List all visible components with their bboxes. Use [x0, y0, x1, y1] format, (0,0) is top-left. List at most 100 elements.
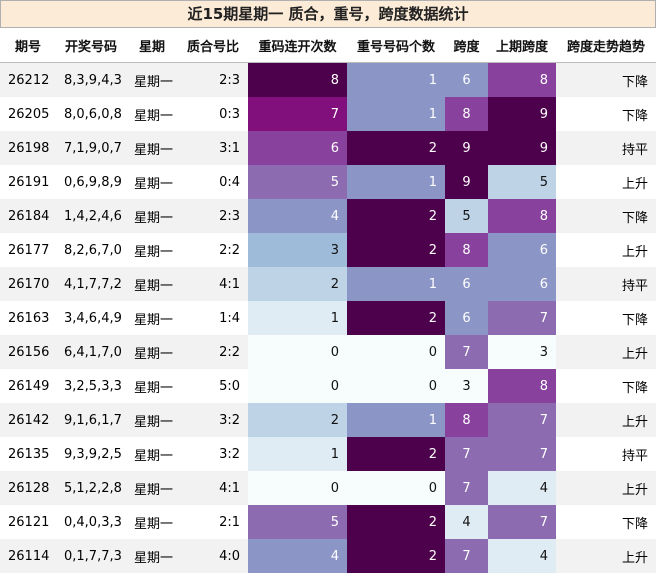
period-cell: 26114 — [0, 539, 56, 573]
trend-cell: 下降 — [556, 62, 656, 97]
table-row: 26184 1,4,2,4,6 星期一 2:3 4 2 5 8 下降 — [0, 199, 656, 233]
prev-span-cell: 5 — [488, 165, 556, 199]
prev-span-cell: 7 — [488, 437, 556, 471]
weekday-cell: 星期一 — [126, 335, 178, 369]
span-cell: 7 — [445, 471, 488, 505]
prev-span-cell: 4 — [488, 539, 556, 573]
ratio-cell: 2:1 — [178, 505, 248, 539]
table-row: 26156 6,4,1,7,0 星期一 2:2 0 0 7 3 上升 — [0, 335, 656, 369]
period-cell: 26205 — [0, 97, 56, 131]
weekday-cell: 星期一 — [126, 471, 178, 505]
period-cell: 26177 — [0, 233, 56, 267]
header-weekday: 星期 — [126, 28, 178, 63]
prev-span-cell: 7 — [488, 301, 556, 335]
period-cell: 26184 — [0, 199, 56, 233]
numbers-cell: 1,4,2,4,6 — [56, 199, 126, 233]
numbers-cell: 0,4,0,3,3 — [56, 505, 126, 539]
repeat-runs-cell: 1 — [248, 301, 347, 335]
ratio-cell: 0:4 — [178, 165, 248, 199]
weekday-cell: 星期一 — [126, 539, 178, 573]
table-row: 26163 3,4,6,4,9 星期一 1:4 1 2 6 7 下降 — [0, 301, 656, 335]
table-row: 26128 5,1,2,2,8 星期一 4:1 0 0 7 4 上升 — [0, 471, 656, 505]
weekday-cell: 星期一 — [126, 233, 178, 267]
repeat-count-cell: 0 — [347, 369, 445, 403]
weekday-cell: 星期一 — [126, 369, 178, 403]
prev-span-cell: 4 — [488, 471, 556, 505]
repeat-count-cell: 2 — [347, 233, 445, 267]
weekday-cell: 星期一 — [126, 267, 178, 301]
repeat-count-cell: 2 — [347, 437, 445, 471]
repeat-count-cell: 1 — [347, 165, 445, 199]
repeat-runs-cell: 4 — [248, 199, 347, 233]
header-repeat-count: 重号号码个数 — [347, 28, 445, 63]
ratio-cell: 4:1 — [178, 471, 248, 505]
repeat-runs-cell: 1 — [248, 437, 347, 471]
period-cell: 26149 — [0, 369, 56, 403]
repeat-runs-cell: 7 — [248, 97, 347, 131]
period-cell: 26170 — [0, 267, 56, 301]
repeat-count-cell: 0 — [347, 471, 445, 505]
header-span: 跨度 — [445, 28, 488, 63]
ratio-cell: 4:0 — [178, 539, 248, 573]
header-repeat-runs: 重码连开次数 — [248, 28, 347, 63]
ratio-cell: 2:2 — [178, 233, 248, 267]
header-row: 期号 开奖号码 星期 质合号比 重码连开次数 重号号码个数 跨度 上期跨度 跨度… — [0, 28, 656, 63]
repeat-runs-cell: 3 — [248, 233, 347, 267]
period-cell: 26121 — [0, 505, 56, 539]
period-cell: 26191 — [0, 165, 56, 199]
span-cell: 9 — [445, 165, 488, 199]
weekday-cell: 星期一 — [126, 199, 178, 233]
period-cell: 26142 — [0, 403, 56, 437]
period-cell: 26163 — [0, 301, 56, 335]
stats-table: 期号 开奖号码 星期 质合号比 重码连开次数 重号号码个数 跨度 上期跨度 跨度… — [0, 28, 656, 573]
ratio-cell: 2:3 — [178, 62, 248, 97]
table-row: 26114 0,1,7,7,3 星期一 4:0 4 2 7 4 上升 — [0, 539, 656, 573]
repeat-runs-cell: 2 — [248, 403, 347, 437]
table-row: 26177 8,2,6,7,0 星期一 2:2 3 2 8 6 上升 — [0, 233, 656, 267]
span-cell: 7 — [445, 437, 488, 471]
repeat-count-cell: 2 — [347, 131, 445, 165]
ratio-cell: 3:2 — [178, 437, 248, 471]
ratio-cell: 2:2 — [178, 335, 248, 369]
weekday-cell: 星期一 — [126, 403, 178, 437]
table-row: 26121 0,4,0,3,3 星期一 2:1 5 2 4 7 下降 — [0, 505, 656, 539]
weekday-cell: 星期一 — [126, 62, 178, 97]
numbers-cell: 8,2,6,7,0 — [56, 233, 126, 267]
repeat-count-cell: 2 — [347, 505, 445, 539]
trend-cell: 下降 — [556, 505, 656, 539]
table-row: 26205 8,0,6,0,8 星期一 0:3 7 1 8 9 下降 — [0, 97, 656, 131]
trend-cell: 持平 — [556, 131, 656, 165]
period-cell: 26128 — [0, 471, 56, 505]
repeat-count-cell: 1 — [347, 267, 445, 301]
prev-span-cell: 6 — [488, 267, 556, 301]
repeat-count-cell: 2 — [347, 301, 445, 335]
ratio-cell: 3:2 — [178, 403, 248, 437]
trend-cell: 上升 — [556, 539, 656, 573]
numbers-cell: 3,2,5,3,3 — [56, 369, 126, 403]
trend-cell: 上升 — [556, 165, 656, 199]
span-cell: 5 — [445, 199, 488, 233]
repeat-runs-cell: 2 — [248, 267, 347, 301]
numbers-cell: 0,1,7,7,3 — [56, 539, 126, 573]
repeat-count-cell: 2 — [347, 199, 445, 233]
period-cell: 26212 — [0, 62, 56, 97]
numbers-cell: 9,1,6,1,7 — [56, 403, 126, 437]
ratio-cell: 1:4 — [178, 301, 248, 335]
prev-span-cell: 6 — [488, 233, 556, 267]
table-row: 26198 7,1,9,0,7 星期一 3:1 6 2 9 9 持平 — [0, 131, 656, 165]
prev-span-cell: 8 — [488, 62, 556, 97]
ratio-cell: 2:3 — [178, 199, 248, 233]
repeat-runs-cell: 8 — [248, 62, 347, 97]
trend-cell: 下降 — [556, 301, 656, 335]
table-row: 26149 3,2,5,3,3 星期一 5:0 0 0 3 8 下降 — [0, 369, 656, 403]
table-body: 26212 8,3,9,4,3 星期一 2:3 8 1 6 8 下降 26205 8,0,6,0,8… — [0, 62, 656, 573]
table-row: 26142 9,1,6,1,7 星期一 3:2 2 1 8 7 上升 — [0, 403, 656, 437]
span-cell: 7 — [445, 335, 488, 369]
weekday-cell: 星期一 — [126, 437, 178, 471]
trend-cell: 上升 — [556, 233, 656, 267]
weekday-cell: 星期一 — [126, 301, 178, 335]
table-row: 26191 0,6,9,8,9 星期一 0:4 5 1 9 5 上升 — [0, 165, 656, 199]
header-prev-span: 上期跨度 — [488, 28, 556, 63]
repeat-count-cell: 2 — [347, 539, 445, 573]
prev-span-cell: 3 — [488, 335, 556, 369]
